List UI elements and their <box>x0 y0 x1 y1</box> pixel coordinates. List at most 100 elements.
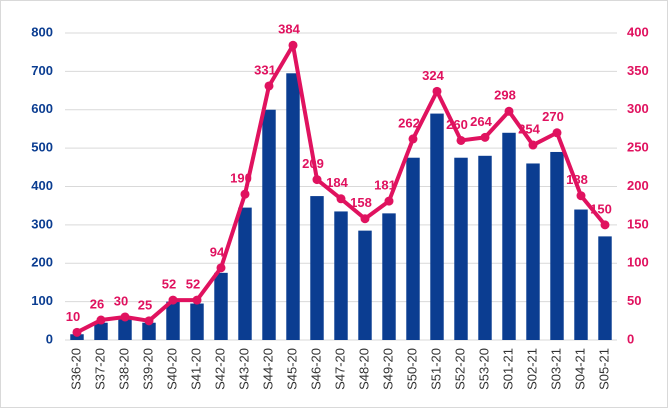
bar <box>430 113 444 341</box>
data-label: 25 <box>138 297 152 312</box>
y-tick-label: 700 <box>31 63 53 78</box>
data-label: 30 <box>114 293 128 308</box>
line-marker <box>216 263 226 273</box>
x-tick-label: S41-20 <box>188 348 203 390</box>
x-tick-label: S36-20 <box>68 348 83 390</box>
bar <box>310 196 324 340</box>
data-label: 52 <box>162 277 176 292</box>
line-marker <box>528 140 538 150</box>
y2-tick-label: 250 <box>627 140 649 155</box>
data-label: 158 <box>350 195 372 210</box>
y-tick-label: 400 <box>31 178 53 193</box>
data-label: 298 <box>494 88 516 103</box>
line-marker <box>336 194 346 204</box>
line-marker <box>432 86 442 96</box>
x-tick-label: S05-21 <box>596 348 611 390</box>
x-tick-label: S38-20 <box>116 348 131 390</box>
line-marker <box>504 106 514 116</box>
y-tick-label: 300 <box>31 216 53 231</box>
data-label: 331 <box>254 62 276 77</box>
x-tick-label: S43-20 <box>236 348 251 390</box>
bar <box>142 322 156 340</box>
line-marker <box>192 295 202 305</box>
bar <box>238 207 252 340</box>
x-tick-label: S37-20 <box>92 348 107 390</box>
data-label: 150 <box>590 201 612 216</box>
line-marker <box>456 135 466 145</box>
bar <box>502 132 516 340</box>
bar <box>70 334 84 340</box>
y2-tick-label: 0 <box>627 331 634 346</box>
data-label: 52 <box>186 277 200 292</box>
data-label: 264 <box>470 114 492 129</box>
line-marker <box>168 295 178 305</box>
y-tick-label: 0 <box>46 331 53 346</box>
y2-tick-label: 300 <box>627 101 649 116</box>
data-label: 260 <box>446 117 468 132</box>
line-marker <box>120 312 130 322</box>
x-tick-label: S53-20 <box>476 348 491 390</box>
line-marker <box>96 315 106 325</box>
x-tick-label: S03-21 <box>548 348 563 390</box>
bar <box>214 272 228 340</box>
y2-tick-label: 400 <box>627 24 649 39</box>
x-tick-label: S44-20 <box>260 348 275 390</box>
data-label: 324 <box>422 68 444 83</box>
y-tick-label: 800 <box>31 24 53 39</box>
data-label: 190 <box>230 171 252 186</box>
line-marker <box>552 128 562 138</box>
bar <box>286 73 300 340</box>
x-tick-label: S02-21 <box>524 348 539 390</box>
x-tick-label: S45-20 <box>284 348 299 390</box>
x-tick-label: S39-20 <box>140 348 155 390</box>
data-label: 209 <box>302 156 324 171</box>
data-label: 262 <box>398 115 420 130</box>
x-tick-label: S01-21 <box>500 348 515 390</box>
bar <box>598 236 612 340</box>
data-label: 26 <box>90 296 104 311</box>
x-tick-label: S52-20 <box>452 348 467 390</box>
line-marker <box>360 214 370 224</box>
data-label: 94 <box>210 244 225 259</box>
x-tick-label: S40-20 <box>164 348 179 390</box>
bar <box>382 213 396 340</box>
data-label: 188 <box>566 172 588 187</box>
x-tick-label: S51-20 <box>428 348 443 390</box>
bar <box>262 109 276 340</box>
line-marker <box>600 220 610 230</box>
bar <box>334 211 348 340</box>
line-marker <box>312 175 322 185</box>
data-label: 270 <box>542 109 564 124</box>
line-marker <box>240 189 250 199</box>
data-label: 10 <box>66 309 80 324</box>
y2-tick-label: 150 <box>627 216 649 231</box>
y2-tick-label: 200 <box>627 178 649 193</box>
y-tick-label: 600 <box>31 101 53 116</box>
data-label: 184 <box>326 175 348 190</box>
bar <box>358 230 372 340</box>
bar <box>526 163 540 340</box>
y2-tick-label: 50 <box>627 293 641 308</box>
data-label: 254 <box>518 121 540 136</box>
line-marker <box>144 316 154 326</box>
bar <box>94 322 108 340</box>
line-marker <box>264 81 274 91</box>
x-tick-label: S49-20 <box>380 348 395 390</box>
line-marker <box>480 132 490 142</box>
bar <box>406 157 420 340</box>
y2-tick-label: 100 <box>627 255 649 270</box>
bar <box>190 303 204 340</box>
bar <box>166 301 180 340</box>
bar <box>118 318 132 340</box>
x-tick-label: S48-20 <box>356 348 371 390</box>
y-tick-label: 500 <box>31 140 53 155</box>
line-marker <box>72 327 82 337</box>
y-tick-label: 100 <box>31 293 53 308</box>
x-tick-label: S42-20 <box>212 348 227 390</box>
y-tick-label: 200 <box>31 255 53 270</box>
x-tick-label: S50-20 <box>404 348 419 390</box>
bar <box>478 155 492 340</box>
